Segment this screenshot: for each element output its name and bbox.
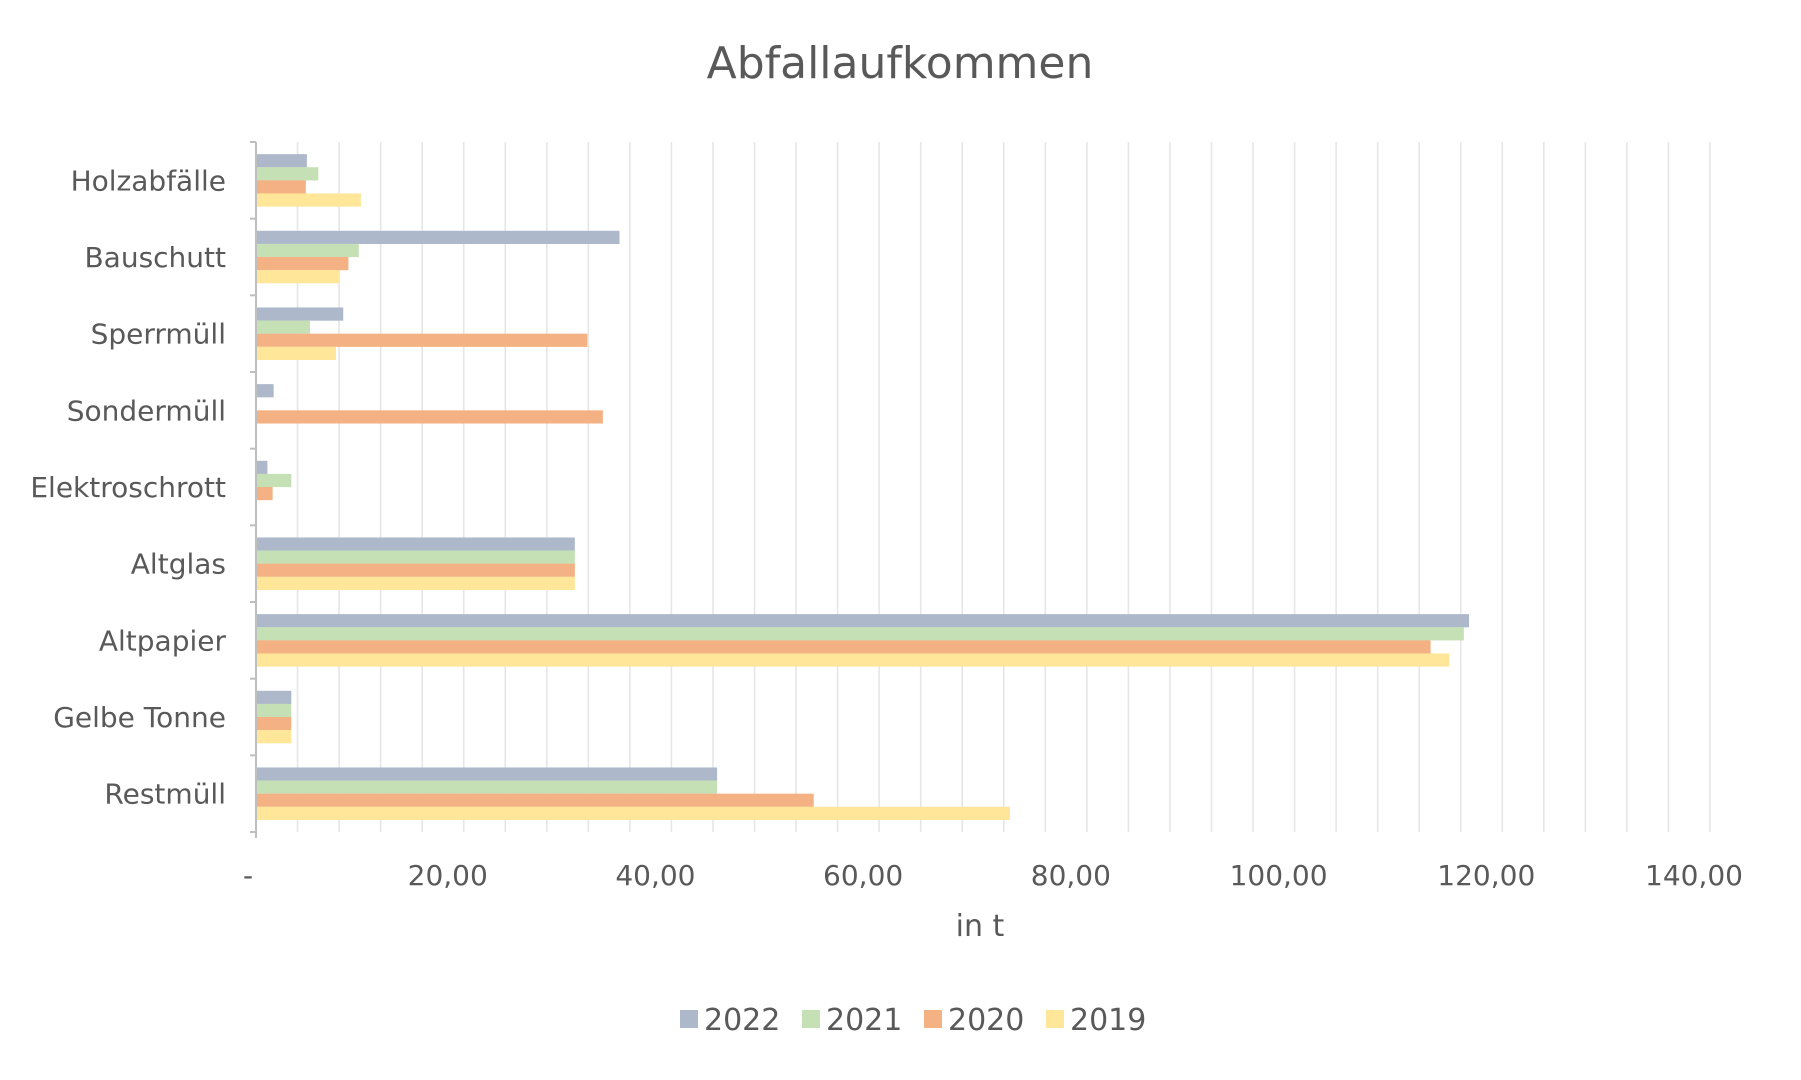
bar-2020	[256, 487, 273, 501]
category-label: Holzabfälle	[71, 164, 226, 197]
legend-swatch	[802, 1010, 820, 1028]
bar-2019	[256, 346, 336, 360]
x-tick-label: -	[243, 859, 253, 892]
bar-2020	[256, 257, 349, 271]
bar-2022	[256, 767, 718, 781]
bar-2019	[256, 270, 340, 284]
category-label: Altpapier	[99, 624, 227, 657]
bar-2021	[256, 243, 359, 258]
legend-swatch	[924, 1010, 942, 1028]
bar-2021	[256, 550, 575, 564]
chart-title: Abfallaufkommen	[707, 38, 1094, 89]
bar-2021	[256, 627, 1464, 641]
category-label: Sondermüll	[67, 394, 226, 427]
bar-2022	[256, 460, 268, 474]
bar-2019	[256, 653, 1450, 667]
legend-label: 2020	[948, 1003, 1024, 1038]
bar-2022	[256, 614, 1470, 628]
legend-swatch	[680, 1010, 698, 1028]
x-axis-label: in t	[956, 909, 1005, 944]
legend-swatch	[1046, 1010, 1064, 1028]
bar-2019	[256, 806, 1011, 820]
category-label: Altglas	[131, 548, 226, 581]
bar-2019	[256, 576, 575, 590]
x-tick-label: 140,00	[1645, 859, 1743, 892]
bar-2020	[256, 793, 814, 807]
y-axis	[250, 141, 257, 838]
bar-2021	[256, 780, 718, 794]
bar-2020	[256, 640, 1431, 654]
bar-2022	[256, 230, 620, 244]
legend-label: 2021	[826, 1003, 902, 1038]
legend-label: 2022	[704, 1003, 780, 1038]
gridlines	[296, 142, 1711, 832]
category-label: Restmüll	[104, 778, 226, 811]
bars	[256, 154, 1470, 820]
x-tick-label: 100,00	[1230, 859, 1328, 892]
bar-2019	[256, 193, 361, 207]
bar-2021	[256, 167, 319, 181]
bar-2020	[256, 410, 603, 424]
category-label: Sperrmüll	[91, 318, 226, 351]
category-labels: Holzabfälle Bauschutt Sperrmüll Sondermüll E…	[30, 164, 226, 810]
bar-2022	[256, 307, 344, 321]
bar-2019	[256, 730, 292, 744]
bar-2020	[256, 333, 588, 347]
bar-2020	[256, 717, 292, 731]
x-tick-label: 80,00	[1031, 859, 1111, 892]
category-label: Bauschutt	[84, 241, 226, 274]
bar-2021	[256, 473, 292, 488]
legend: 2022 2021 2020 2019	[680, 1003, 1146, 1038]
x-tick-label: 20,00	[408, 859, 488, 892]
x-tick-label: 120,00	[1437, 859, 1535, 892]
bar-2020	[256, 180, 306, 194]
bar-2022	[256, 690, 292, 704]
bar-2022	[256, 537, 575, 551]
x-tick-labels: - 20,00 40,00 60,00 80,00 100,00 120,00 140,00	[243, 859, 1743, 892]
legend-label: 2019	[1070, 1003, 1146, 1038]
bar-2022	[256, 384, 274, 398]
x-tick-label: 60,00	[823, 859, 903, 892]
category-label: Elektroschrott	[30, 471, 226, 504]
bar-2021	[256, 703, 292, 718]
bar-2020	[256, 563, 575, 577]
bar-2022	[256, 154, 307, 168]
x-tick-label: 40,00	[615, 859, 695, 892]
bar-2021	[256, 320, 311, 334]
category-label: Gelbe Tonne	[53, 701, 226, 734]
